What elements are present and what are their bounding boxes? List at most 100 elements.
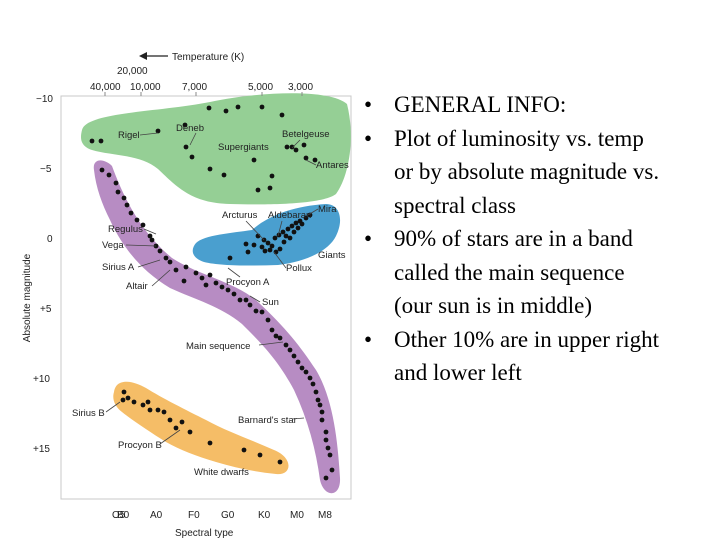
star-dot — [319, 417, 325, 423]
star-dot — [265, 317, 271, 323]
giants-region — [192, 204, 341, 266]
antares-pointer — [305, 159, 317, 166]
star-dot — [327, 452, 333, 458]
betelgeuse-label: Betelgeuse — [282, 129, 330, 140]
spectral-tick: G0 — [221, 510, 235, 521]
aldebaran-pointer — [277, 220, 283, 237]
star-dot — [277, 335, 283, 341]
star-dot — [163, 255, 169, 261]
notes-list: • GENERAL INFO: • Plot of luminosity vs. t… — [364, 88, 664, 390]
spectral-tick: B0 — [117, 510, 130, 521]
star-dot — [206, 105, 212, 111]
sun-pointer — [249, 295, 261, 303]
star-dot — [121, 195, 127, 201]
star-dot — [317, 402, 323, 408]
mira-label: Mira — [318, 204, 337, 215]
star-dot — [157, 248, 163, 254]
antares-label: Antares — [316, 160, 349, 171]
star-dot — [269, 327, 275, 333]
temp-tick: 3,000 — [288, 82, 313, 93]
mag-tick: +15 — [33, 444, 50, 455]
temp-tick: 20,000 — [117, 66, 148, 77]
altair-pointer — [151, 269, 171, 287]
star-dot — [121, 389, 127, 395]
star-dot — [167, 259, 173, 265]
star-dot — [251, 242, 257, 248]
star-dot — [98, 138, 104, 144]
star-dot — [203, 282, 209, 288]
mag-tick: +5 — [40, 304, 52, 315]
star-dot — [193, 270, 199, 276]
star-dot — [272, 235, 278, 241]
star-dot — [329, 467, 335, 473]
mag-tick: −10 — [36, 94, 53, 105]
mag-tick: −5 — [40, 164, 52, 175]
spectral-tick: O5 — [112, 510, 126, 521]
bullet-glyph: • — [364, 326, 373, 352]
star-dot — [273, 333, 279, 339]
star-dot — [128, 210, 134, 216]
star-dot — [147, 233, 153, 239]
deneb-pointer — [189, 132, 197, 146]
star-dot — [181, 278, 187, 284]
star-dot — [265, 240, 271, 246]
altair-label: Altair — [126, 281, 148, 292]
star-dot — [293, 220, 299, 226]
star-dot — [179, 419, 185, 425]
star-dot — [237, 297, 243, 303]
star-dot — [173, 267, 179, 273]
notes-bullet-text: Other 10% are in upper right and lower l… — [394, 326, 660, 386]
star-dot — [231, 291, 237, 297]
star-dot — [269, 173, 275, 179]
star-dot — [253, 308, 259, 314]
star-dot — [259, 309, 265, 315]
spectral-tick: A0 — [150, 510, 163, 521]
notes-bullet: • GENERAL INFO: — [364, 88, 664, 122]
star-dot — [291, 229, 297, 235]
main-sequence-label: Main sequence — [186, 341, 250, 352]
star-dot — [207, 440, 213, 446]
barnards-star-pointer — [291, 417, 305, 420]
star-dot — [310, 381, 316, 387]
star-dot — [283, 233, 289, 239]
star-dot — [147, 407, 153, 413]
notes-bullet: • Plot of luminosity vs. temp or by absol… — [364, 122, 664, 223]
vega-label: Vega — [102, 240, 124, 251]
spectral-tick: F0 — [188, 510, 200, 521]
star-dot — [134, 217, 140, 223]
star-dot — [293, 147, 299, 153]
star-dot — [167, 417, 173, 423]
star-dot — [243, 297, 249, 303]
temp-tick: 10,000 — [130, 82, 161, 93]
star-dot — [315, 397, 321, 403]
star-dot — [187, 429, 193, 435]
star-dot — [303, 369, 309, 375]
star-dot — [149, 237, 155, 243]
star-dot — [183, 264, 189, 270]
star-dot — [303, 155, 309, 161]
sirius-a-label: Sirius A — [102, 262, 135, 273]
star-dot — [299, 221, 305, 227]
star-dot — [207, 166, 213, 172]
star-dot — [155, 407, 161, 413]
star-dot — [140, 222, 146, 228]
temperature-arrow-icon — [139, 52, 147, 60]
star-dot — [307, 375, 313, 381]
star-dot — [223, 108, 229, 114]
main-sequence-band — [93, 160, 341, 494]
star-dot — [307, 212, 313, 218]
star-dot — [284, 144, 290, 150]
star-dot — [289, 223, 295, 229]
temp-tick: 40,000 — [90, 82, 121, 93]
star-dots — [89, 104, 335, 481]
star-dot — [259, 104, 265, 110]
star-dot — [277, 246, 283, 252]
star-dot — [291, 353, 297, 359]
regulus-pointer — [143, 228, 157, 235]
deneb-label: Deneb — [176, 123, 204, 134]
betelgeuse-pointer — [291, 139, 301, 149]
star-dot — [221, 172, 227, 178]
star-dot — [89, 138, 95, 144]
notes-bullet-text: GENERAL INFO: — [394, 92, 567, 117]
star-dot — [213, 280, 219, 286]
